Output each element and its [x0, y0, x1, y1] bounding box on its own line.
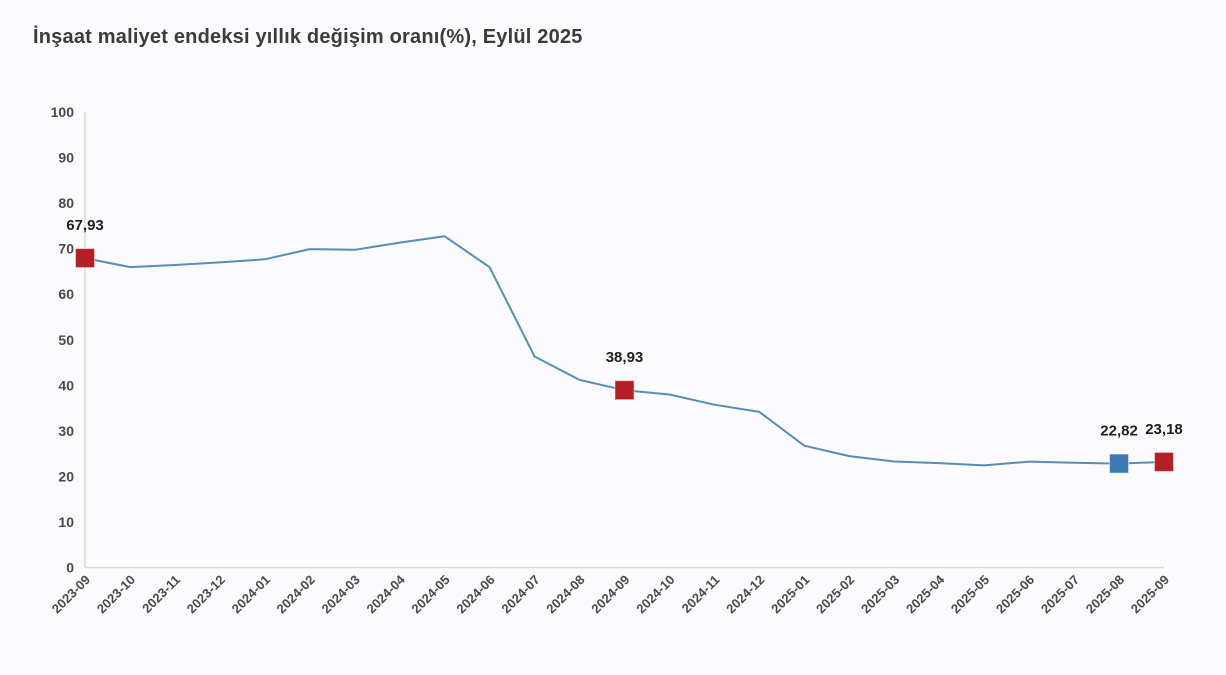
x-tick-label: 2024-06 [453, 572, 497, 616]
y-tick-label: 40 [58, 377, 74, 393]
y-tick-label: 100 [51, 104, 75, 120]
data-point-marker-2023-09 [75, 248, 95, 269]
data-point-label-2023-09: 67,93 [66, 217, 104, 234]
x-tick-label: 2025-02 [813, 572, 857, 616]
y-tick-label: 0 [66, 560, 74, 576]
x-tick-label: 2024-08 [543, 572, 587, 616]
x-tick-label: 2024-10 [633, 572, 677, 616]
y-tick-label: 60 [58, 286, 74, 302]
x-tick-label: 2025-08 [1083, 572, 1127, 616]
x-tick-label: 2025-06 [993, 572, 1037, 616]
x-tick-label: 2024-04 [363, 571, 408, 616]
y-tick-label: 50 [58, 332, 74, 348]
x-tick-label: 2024-11 [679, 572, 723, 616]
x-tick-label: 2025-03 [858, 572, 902, 616]
y-tick-label: 70 [58, 241, 74, 257]
x-tick-label: 2025-04 [903, 571, 948, 616]
x-tick-label: 2024-05 [408, 572, 452, 616]
x-tick-label: 2025-09 [1128, 572, 1172, 616]
x-tick-label: 2024-07 [498, 572, 542, 616]
x-tick-label: 2024-03 [319, 572, 363, 616]
y-tick-label: 20 [58, 468, 74, 484]
data-point-label-2024-09: 38,93 [606, 349, 644, 366]
chart-title: İnşaat maliyet endeksi yıllık değişim or… [33, 26, 583, 48]
x-tick-label: 2025-05 [948, 572, 992, 616]
x-tick-label: 2023-11 [139, 572, 183, 616]
x-tick-label: 2024-02 [274, 572, 318, 616]
y-tick-label: 90 [58, 150, 74, 166]
x-tick-label: 2023-10 [94, 572, 138, 616]
data-point-marker-2025-09 [1154, 451, 1174, 472]
data-point-label-2025-08: 22,82 [1100, 423, 1138, 440]
x-tick-label: 2023-09 [49, 572, 93, 616]
y-tick-label: 30 [58, 423, 74, 439]
y-tick-label: 80 [58, 195, 74, 211]
x-tick-label: 2024-01 [229, 572, 273, 616]
x-tick-label: 2025-01 [768, 572, 812, 616]
y-tick-label: 10 [58, 514, 74, 530]
x-tick-label: 2025-07 [1038, 572, 1082, 616]
data-point-marker-2025-08 [1109, 453, 1130, 474]
x-tick-label: 2024-09 [588, 572, 632, 616]
data-point-marker-2024-09 [614, 380, 635, 401]
x-tick-label: 2023-12 [184, 572, 228, 616]
x-tick-label: 2024-12 [723, 572, 767, 616]
data-point-label-2025-09: 23,18 [1145, 421, 1183, 438]
